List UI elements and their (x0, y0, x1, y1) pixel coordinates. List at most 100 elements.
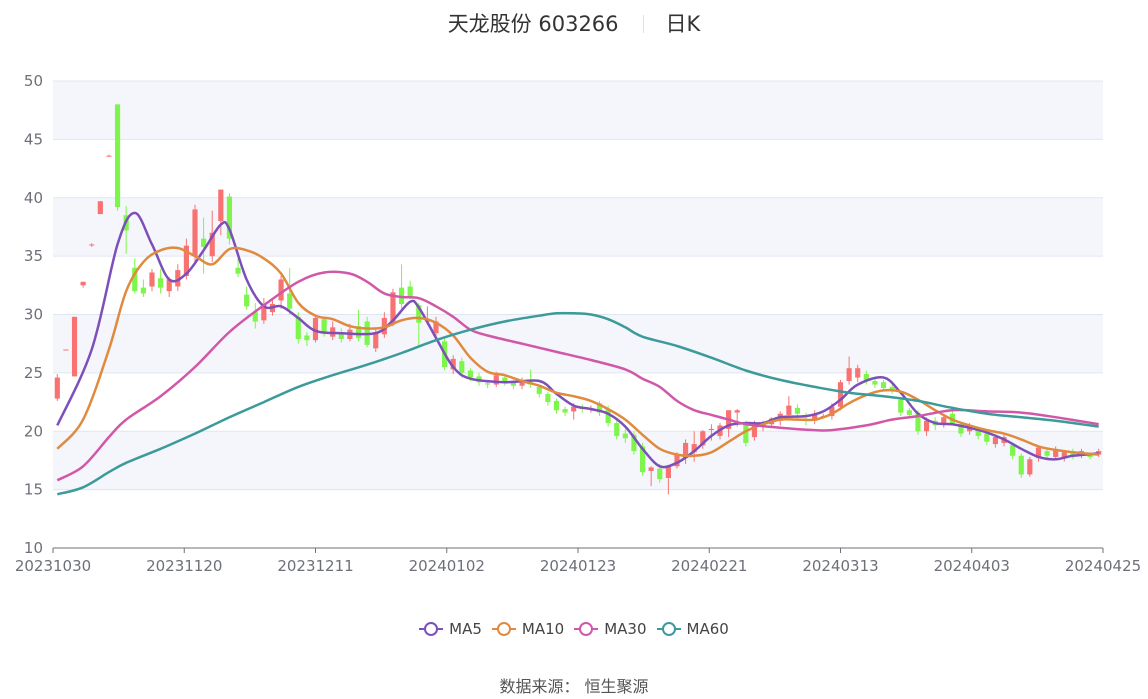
x-tick-label: 20231030 (15, 557, 91, 575)
x-tick-label: 20240102 (409, 557, 485, 575)
candle-body (786, 405, 792, 415)
candle-body (631, 434, 637, 452)
y-tick-label: 45 (24, 130, 43, 148)
candle-body (906, 410, 912, 415)
candle-body (837, 382, 844, 407)
x-tick-label: 20240123 (540, 557, 616, 575)
legend-label: MA5 (449, 620, 482, 638)
legend-marker-icon (656, 622, 681, 636)
period-label: 日K (665, 12, 701, 36)
candle-body (639, 446, 646, 473)
legend: MA5 MA10 MA30 MA60 (0, 620, 1148, 640)
y-tick-label: 35 (24, 247, 43, 265)
legend-label: MA30 (604, 620, 647, 638)
legend-item-ma30[interactable]: MA30 (574, 620, 647, 638)
candle-body (829, 406, 835, 417)
candle-body (648, 467, 654, 471)
candle-body (863, 374, 869, 380)
candle-body (898, 399, 904, 413)
x-tick-label: 20240221 (671, 557, 747, 575)
candle-body (1018, 455, 1024, 475)
candle-body (278, 279, 284, 301)
ma-line-ma30 (56, 270, 1099, 482)
ma-line-ma5 (56, 211, 1099, 469)
candle-body (545, 393, 551, 403)
candle-body (502, 377, 508, 383)
candle-body (416, 305, 422, 323)
candle-body (846, 368, 852, 382)
candle-body (519, 381, 525, 386)
candle-body (114, 104, 121, 208)
candle-body (794, 407, 801, 414)
candle-body (1010, 445, 1016, 456)
legend-item-ma10[interactable]: MA10 (491, 620, 564, 638)
candle-body (855, 368, 861, 378)
candle-body (149, 272, 155, 287)
candle-body (622, 433, 628, 439)
candle-body (485, 383, 491, 385)
candle-body (751, 424, 758, 438)
candle-body (261, 305, 267, 321)
x-tick-label: 20240313 (802, 557, 878, 575)
y-tick-label: 50 (24, 72, 43, 90)
candle-body (54, 377, 60, 399)
candle-body (614, 423, 620, 436)
y-tick-label: 30 (24, 306, 43, 324)
candle-body (183, 245, 189, 276)
candle-body (915, 412, 921, 432)
plot-band (53, 81, 1103, 140)
candle-body (218, 189, 224, 222)
candle-body (373, 332, 379, 349)
candle-body (1053, 449, 1059, 457)
x-tick-label: 20240403 (934, 557, 1010, 575)
candle-body (235, 267, 241, 274)
candle-body (407, 286, 413, 297)
candle-body (674, 454, 680, 467)
candle-body (1044, 451, 1050, 456)
candle-body (295, 316, 301, 340)
candle-body (1061, 452, 1067, 459)
candle-body (1096, 451, 1102, 455)
candle-body (657, 468, 663, 480)
y-tick-label: 40 (24, 189, 43, 207)
candle-body (140, 287, 146, 294)
candle-body (244, 294, 250, 307)
candle-body (97, 201, 103, 215)
legend-marker-icon (419, 622, 444, 636)
candle-body (967, 427, 973, 432)
candle-body (923, 420, 930, 432)
source-value: 恒生聚源 (584, 677, 649, 696)
candle-body (691, 444, 697, 453)
candle-body (683, 442, 689, 459)
candle-body (304, 335, 310, 341)
candle-body (252, 312, 258, 322)
candle-body (665, 466, 671, 478)
legend-item-ma5[interactable]: MA5 (419, 620, 482, 638)
legend-item-ma60[interactable]: MA60 (656, 620, 729, 638)
candle-body (700, 431, 706, 446)
x-tick-label: 20231211 (277, 557, 353, 575)
candle-body (596, 403, 603, 413)
candle-body (734, 410, 740, 413)
candle-body (106, 155, 112, 157)
candle-body (175, 270, 181, 287)
candle-body (192, 209, 198, 257)
y-tick-label: 10 (24, 539, 43, 557)
y-tick-label: 15 (24, 481, 43, 499)
plot-band (53, 431, 1103, 490)
candle-body (571, 406, 577, 412)
candle-body (467, 370, 473, 378)
y-tick-label: 20 (24, 422, 43, 440)
title-divider (642, 15, 644, 33)
candle-body (941, 417, 947, 425)
stock-name-code: 天龙股份 603266 (447, 12, 619, 36)
x-tick-label: 20231120 (146, 557, 222, 575)
candle-body (889, 386, 895, 391)
candle-body (287, 293, 293, 309)
ma-line-ma60 (56, 311, 1099, 496)
y-tick-label: 25 (24, 364, 43, 382)
candle-body (450, 358, 456, 370)
candle-body (1035, 447, 1042, 459)
candle-body (226, 196, 233, 239)
